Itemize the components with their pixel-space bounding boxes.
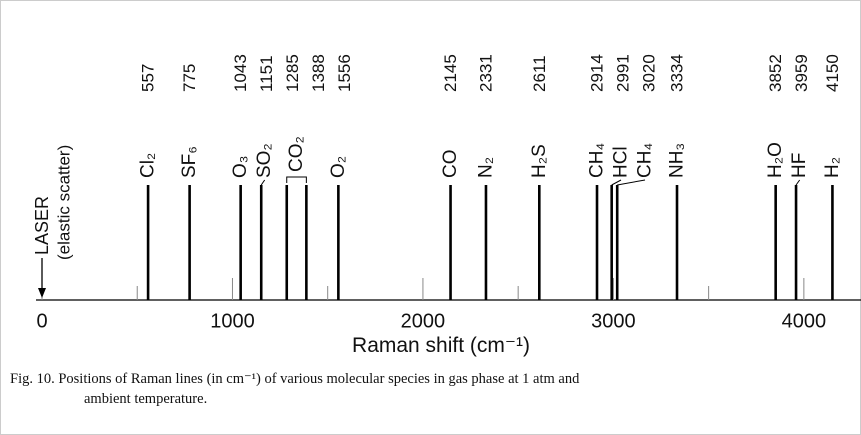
shift-label: 2914 [588, 54, 607, 92]
species-label: NH₃ [667, 143, 688, 178]
species-label: SF₆ [179, 146, 200, 178]
shift-label: 4150 [823, 54, 842, 92]
species-label: SO₂ [254, 143, 275, 178]
shift-label: 3852 [766, 54, 785, 92]
shift-label: 2991 [614, 54, 633, 92]
species-label: Cl₂ [138, 153, 159, 178]
x-axis-label: Raman shift (cm⁻¹) [352, 334, 530, 357]
species-label: O₃ [230, 155, 251, 178]
shift-label: 3334 [668, 54, 687, 92]
x-tick-label: 3000 [591, 310, 636, 332]
species-label: H₂ [822, 157, 843, 178]
shift-label: 3959 [792, 54, 811, 92]
species-label: HF [789, 153, 810, 178]
label-leader [611, 179, 622, 186]
x-tick-label: 0 [36, 310, 47, 332]
species-label: H₂O [765, 142, 786, 178]
caption-line: ambient temperature. [84, 391, 207, 407]
species-label: CH₄ [635, 143, 656, 178]
laser-label: LASER [32, 196, 52, 255]
label-leader [617, 179, 646, 186]
x-tick-label: 4000 [782, 310, 827, 332]
x-tick-label: 2000 [401, 310, 446, 332]
shift-label: 3020 [640, 54, 659, 92]
shift-label: 2611 [530, 55, 549, 92]
shift-label: 1043 [231, 54, 250, 92]
shift-label: 1556 [335, 54, 354, 92]
shift-label: 1388 [309, 54, 328, 92]
shift-label: 2145 [441, 54, 460, 92]
laser-arrowhead [38, 288, 46, 298]
label-leader [795, 179, 801, 186]
x-tick-label: 1000 [210, 310, 255, 332]
shift-label: 1285 [283, 54, 302, 92]
label-bracket [286, 176, 307, 183]
species-label: H₂S [529, 144, 550, 178]
species-label: CO [440, 150, 461, 179]
shift-label: 1151 [257, 55, 276, 92]
shift-label: 775 [180, 64, 199, 92]
species-label: O₂ [328, 156, 349, 178]
species-label: N₂ [475, 157, 496, 178]
label-leader [260, 179, 266, 186]
species-label: CH₄ [587, 143, 608, 178]
shift-label: 557 [139, 64, 158, 92]
species-label: CO₂ [286, 136, 307, 172]
caption-line: Fig. 10. Positions of Raman lines (in cm… [10, 371, 580, 387]
shift-label: 2331 [476, 54, 495, 92]
species-label: HCl [611, 146, 632, 178]
laser-sublabel: (elastic scatter) [55, 145, 74, 260]
